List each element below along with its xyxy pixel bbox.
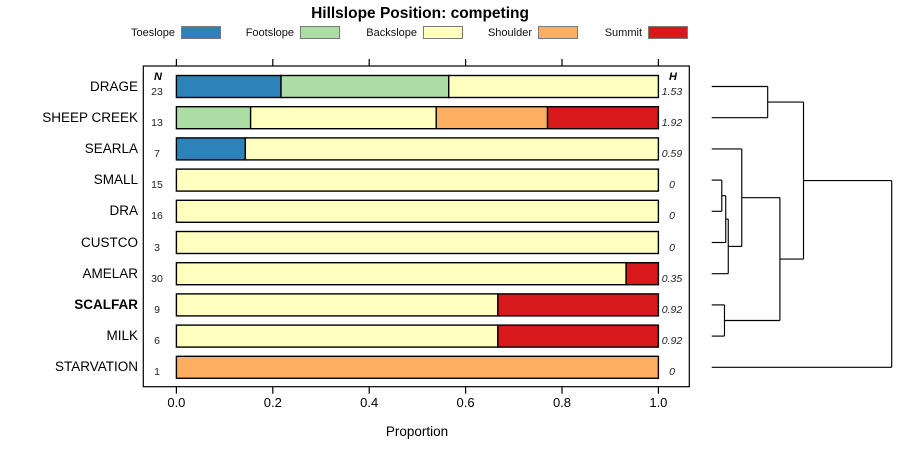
bar-segment xyxy=(497,324,660,348)
x-axis-label: Proportion xyxy=(385,424,449,439)
bar-segment xyxy=(497,293,660,317)
row-label: MILK xyxy=(106,328,138,344)
bar-segment xyxy=(435,105,549,130)
x-tick-label: 0.8 xyxy=(552,395,572,410)
row-label: SEARLA xyxy=(84,140,138,156)
n-column-header: N xyxy=(154,71,162,83)
h-value: 0.35 xyxy=(661,272,683,285)
row-label: SHEEP CREEK xyxy=(42,109,138,125)
x-tick-label: 0.0 xyxy=(167,395,186,410)
legend-label: Backslope xyxy=(366,27,417,39)
x-tick-label: 0.6 xyxy=(456,395,475,410)
h-column-header: H xyxy=(669,71,677,83)
x-tick-label: 1.0 xyxy=(649,395,668,410)
bar-segment xyxy=(625,262,660,286)
bar-segment xyxy=(175,105,252,130)
bar-segment xyxy=(175,324,499,348)
n-value: 9 xyxy=(154,303,160,316)
n-value: 15 xyxy=(151,179,163,192)
x-tick-label: 0.4 xyxy=(360,395,379,410)
bar-segment xyxy=(175,262,627,286)
row-label: AMELAR xyxy=(82,265,138,281)
legend-swatch xyxy=(648,26,688,39)
bar-segment xyxy=(280,74,450,99)
legend-label: Footslope xyxy=(245,27,294,39)
h-value: 0.59 xyxy=(661,147,683,160)
row-label: SCALFAR xyxy=(74,296,138,312)
row-label: DRAGE xyxy=(89,78,138,94)
row-label: SMALL xyxy=(93,172,138,188)
n-value: 1 xyxy=(154,366,160,379)
chart-title: Hillslope Position: competing xyxy=(311,5,529,22)
legend-label: Summit xyxy=(604,27,642,39)
legend-swatch xyxy=(423,26,463,39)
row-label: DRA xyxy=(109,203,138,219)
bar-segment xyxy=(448,74,660,99)
row-label: STARVATION xyxy=(54,359,138,375)
n-value: 30 xyxy=(151,272,163,285)
bar-segment xyxy=(175,230,660,255)
legend-swatch xyxy=(181,26,221,39)
row-label: CUSTCO xyxy=(81,234,138,250)
n-value: 23 xyxy=(151,85,163,98)
bar-segment xyxy=(249,105,437,130)
h-value: 0 xyxy=(669,366,675,379)
h-value: 0.92 xyxy=(661,335,683,348)
bar-segment xyxy=(175,74,282,99)
bar-segment xyxy=(175,137,247,161)
n-value: 16 xyxy=(151,210,163,223)
legend-swatch xyxy=(300,26,340,39)
legend-label: Toeslope xyxy=(130,27,175,39)
bar-segment xyxy=(546,105,660,130)
legend-swatch xyxy=(538,26,578,39)
x-tick-label: 0.2 xyxy=(263,395,282,410)
plot-frame xyxy=(142,65,690,388)
n-value: 7 xyxy=(154,147,160,160)
n-value: 13 xyxy=(151,116,163,129)
bar-segment xyxy=(175,293,499,317)
h-value: 1.92 xyxy=(661,116,683,129)
h-value: 0 xyxy=(669,241,675,254)
bar-segment xyxy=(244,137,660,161)
h-value: 0.92 xyxy=(661,303,683,316)
n-value: 3 xyxy=(154,241,160,254)
bar-segment xyxy=(175,355,660,379)
bar-segment xyxy=(175,199,660,224)
h-value: 0 xyxy=(669,210,675,223)
h-value: 1.53 xyxy=(661,85,683,98)
h-value: 0 xyxy=(669,179,675,192)
n-value: 6 xyxy=(154,335,160,348)
legend-label: Shoulder xyxy=(487,27,532,39)
bar-segment xyxy=(175,168,660,192)
